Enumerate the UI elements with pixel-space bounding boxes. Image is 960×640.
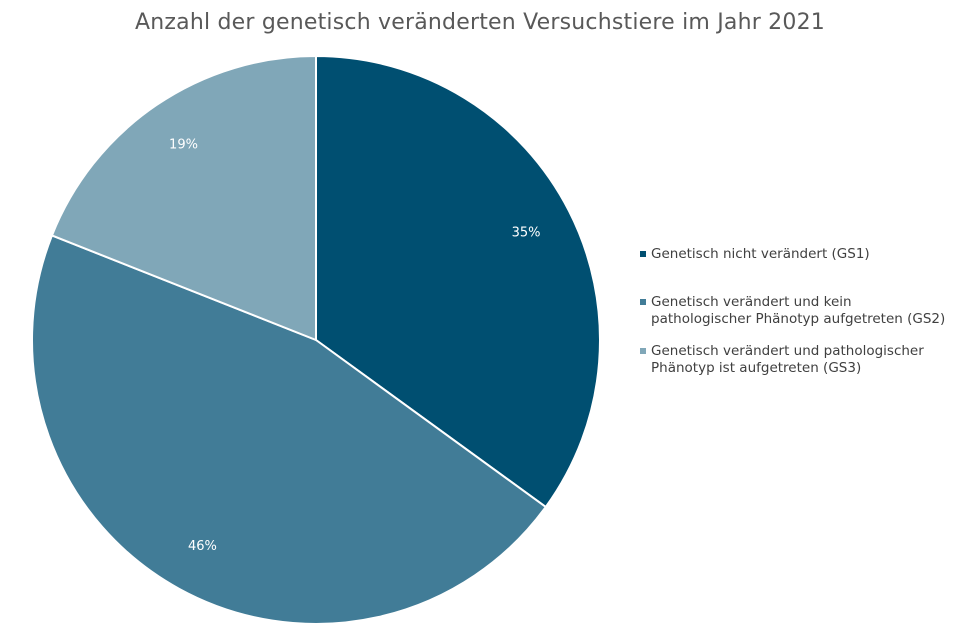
slice-label-2: 46% [188, 539, 217, 554]
legend-swatch-gs1 [640, 251, 646, 257]
legend-label-gs2: Genetisch verändert und kein pathologisc… [651, 294, 946, 327]
slice-label-1: 35% [512, 225, 541, 240]
legend-item-gs1: Genetisch nicht verändert (GS1) [640, 246, 955, 263]
pie-slice-1 [315, 54, 601, 509]
pie-slice-2 [31, 234, 548, 625]
legend: Genetisch nicht verändert (GS1) Genetisc… [640, 246, 955, 408]
chart-title: Anzahl der genetisch veränderten Versuch… [135, 10, 825, 35]
pie-slice-3 [50, 54, 317, 342]
legend-label-gs1: Genetisch nicht verändert (GS1) [651, 246, 870, 262]
legend-swatch-gs3 [640, 348, 646, 354]
legend-swatch-gs2 [640, 299, 646, 305]
legend-item-gs2: Genetisch verändert und kein pathologisc… [640, 294, 955, 328]
legend-item-gs3: Genetisch verändert und pathologischer P… [640, 343, 955, 377]
slice-label-3: 19% [169, 138, 198, 153]
legend-label-gs3: Genetisch verändert und pathologischer P… [651, 343, 924, 376]
